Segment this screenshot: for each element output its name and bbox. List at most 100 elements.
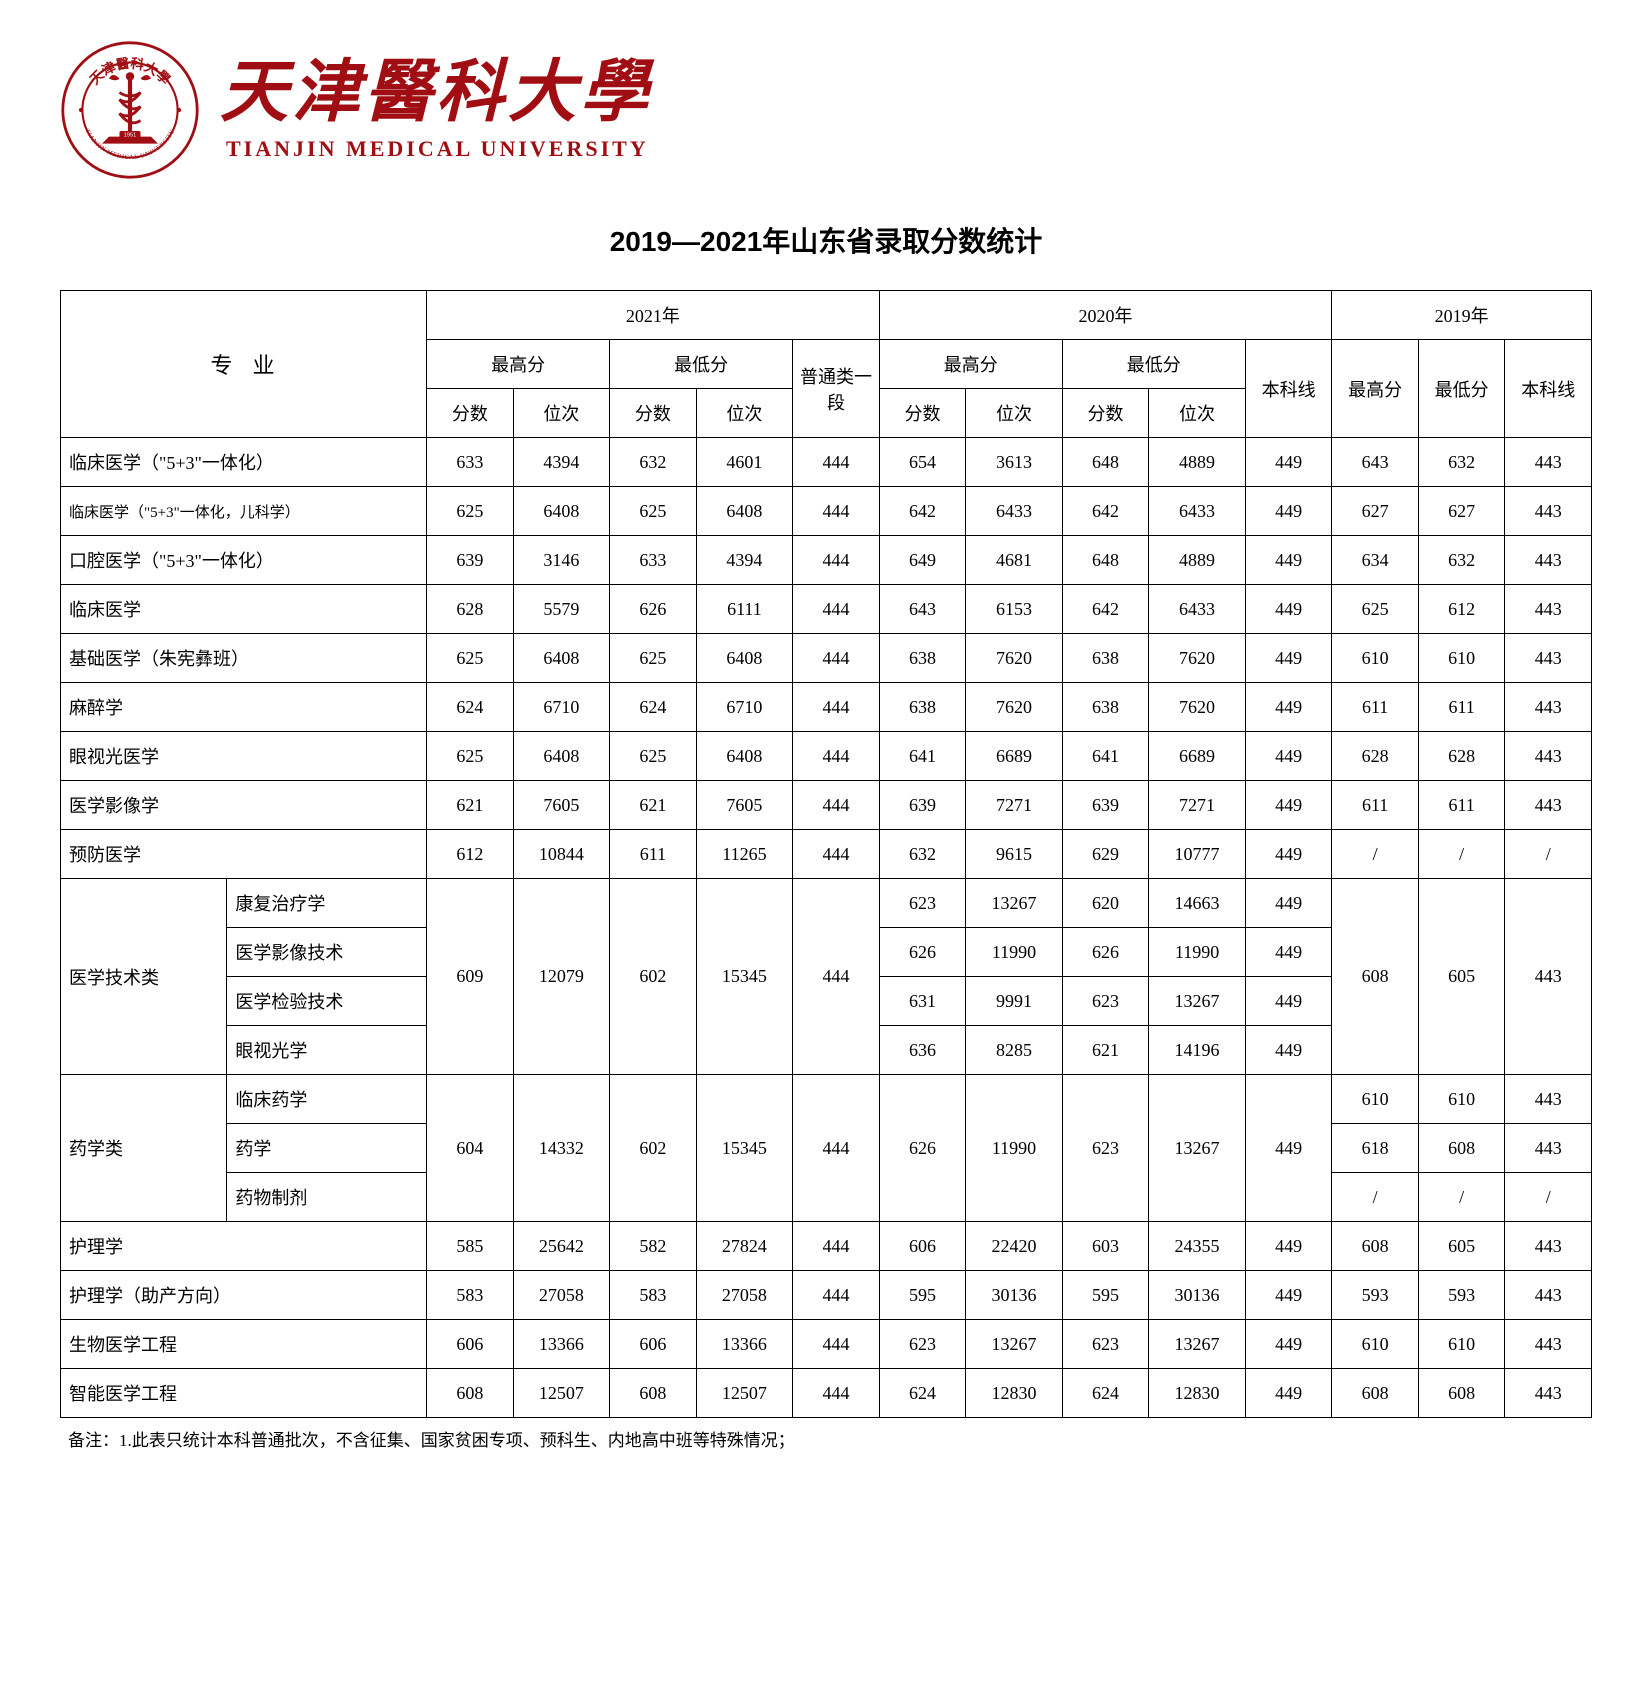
score-cell: 633 xyxy=(610,536,697,585)
university-logo: 天津醫科大學 TIANJIN MEDICAL UNIVERSITY 1951 xyxy=(60,40,200,180)
score-cell: 449 xyxy=(1245,1075,1332,1222)
score-cell: 641 xyxy=(879,732,966,781)
score-cell: 444 xyxy=(793,536,880,585)
score-cell: 443 xyxy=(1505,585,1592,634)
score-cell: 608 xyxy=(1332,879,1419,1075)
score-cell: 605 xyxy=(1418,879,1505,1075)
sub-major-cell: 药物制剂 xyxy=(227,1173,427,1222)
score-cell: 642 xyxy=(879,487,966,536)
table-row: 护理学（助产方向）5832705858327058444595301365953… xyxy=(61,1271,1592,1320)
score-cell: 6433 xyxy=(1149,487,1246,536)
sub-major-cell: 临床药学 xyxy=(227,1075,427,1124)
score-cell: 6111 xyxy=(696,585,793,634)
score-cell: 12507 xyxy=(696,1369,793,1418)
score-cell: 444 xyxy=(793,830,880,879)
score-cell: 648 xyxy=(1062,438,1149,487)
score-cell: 623 xyxy=(1062,977,1149,1026)
score-cell: 7605 xyxy=(696,781,793,830)
score-cell: 449 xyxy=(1245,438,1332,487)
score-cell: 8285 xyxy=(966,1026,1063,1075)
score-cell: 610 xyxy=(1418,1320,1505,1369)
score-cell: 4889 xyxy=(1149,536,1246,585)
score-cell: 449 xyxy=(1245,977,1332,1026)
score-cell: 628 xyxy=(1332,732,1419,781)
score-cell: / xyxy=(1418,1173,1505,1222)
title-block: 天津醫科大學 TIANJIN MEDICAL UNIVERSITY xyxy=(220,58,652,162)
score-cell: 624 xyxy=(610,683,697,732)
score-cell: 611 xyxy=(1332,683,1419,732)
score-cell: 449 xyxy=(1245,1222,1332,1271)
score-cell: 611 xyxy=(1418,781,1505,830)
score-cell: 6710 xyxy=(696,683,793,732)
score-cell: 7271 xyxy=(1149,781,1246,830)
major-cell: 口腔医学（"5+3"一体化） xyxy=(61,536,427,585)
major-cell: 临床医学（"5+3"一体化） xyxy=(61,438,427,487)
score-cell: 609 xyxy=(427,879,514,1075)
score-cell: 6408 xyxy=(696,732,793,781)
th-max-19: 最高分 xyxy=(1332,340,1419,438)
score-cell: 5579 xyxy=(513,585,610,634)
score-cell: 6408 xyxy=(513,634,610,683)
score-cell: 443 xyxy=(1505,879,1592,1075)
score-table: 专业 2021年 2020年 2019年 最高分 最低分 普通类一段 最高分 最… xyxy=(60,290,1592,1418)
score-cell: 612 xyxy=(427,830,514,879)
score-cell: 621 xyxy=(610,781,697,830)
score-cell: 625 xyxy=(427,732,514,781)
score-cell: 610 xyxy=(1332,634,1419,683)
score-cell: 443 xyxy=(1505,634,1592,683)
score-cell: 4394 xyxy=(696,536,793,585)
score-cell: 643 xyxy=(1332,438,1419,487)
score-cell: 449 xyxy=(1245,1026,1332,1075)
score-cell: 639 xyxy=(1062,781,1149,830)
th-score: 分数 xyxy=(1062,389,1149,438)
score-cell: 626 xyxy=(879,1075,966,1222)
major-cell: 眼视光医学 xyxy=(61,732,427,781)
score-cell: 12830 xyxy=(966,1369,1063,1418)
score-cell: 7620 xyxy=(966,634,1063,683)
score-cell: 4601 xyxy=(696,438,793,487)
score-cell: 444 xyxy=(793,438,880,487)
major-cell: 护理学（助产方向） xyxy=(61,1271,427,1320)
score-cell: 4394 xyxy=(513,438,610,487)
score-cell: 624 xyxy=(1062,1369,1149,1418)
table-row: 临床医学628557962661114446436153642643344962… xyxy=(61,585,1592,634)
score-cell: 604 xyxy=(427,1075,514,1222)
table-row: 基础医学（朱宪彝班）625640862564084446387620638762… xyxy=(61,634,1592,683)
score-cell: 6433 xyxy=(966,487,1063,536)
score-cell: 4681 xyxy=(966,536,1063,585)
table-row: 药学类临床药学604143326021534544462611990623132… xyxy=(61,1075,1592,1124)
score-cell: 3146 xyxy=(513,536,610,585)
page-title: 2019—2021年山东省录取分数统计 xyxy=(60,220,1592,260)
score-cell: 642 xyxy=(1062,487,1149,536)
score-cell: / xyxy=(1332,1173,1419,1222)
score-cell: 611 xyxy=(610,830,697,879)
score-cell: 443 xyxy=(1505,1075,1592,1124)
score-cell: 608 xyxy=(1418,1124,1505,1173)
score-cell: 636 xyxy=(879,1026,966,1075)
score-cell: 626 xyxy=(610,585,697,634)
score-cell: 611 xyxy=(1332,781,1419,830)
score-cell: 7620 xyxy=(1149,634,1246,683)
score-cell: 6408 xyxy=(513,487,610,536)
score-cell: 641 xyxy=(1062,732,1149,781)
score-cell: 627 xyxy=(1418,487,1505,536)
score-cell: 632 xyxy=(1418,536,1505,585)
th-max-21: 最高分 xyxy=(427,340,610,389)
score-cell: 443 xyxy=(1505,1222,1592,1271)
score-cell: 443 xyxy=(1505,487,1592,536)
score-cell: 625 xyxy=(610,732,697,781)
score-cell: 610 xyxy=(1332,1320,1419,1369)
table-row: 眼视光医学62564086256408444641668964166894496… xyxy=(61,732,1592,781)
table-row: 口腔医学（"5+3"一体化）63931466334394444649468164… xyxy=(61,536,1592,585)
major-cell: 基础医学（朱宪彝班） xyxy=(61,634,427,683)
score-cell: 30136 xyxy=(1149,1271,1246,1320)
sub-major-cell: 医学影像技术 xyxy=(227,928,427,977)
score-cell: 443 xyxy=(1505,1320,1592,1369)
th-min-21: 最低分 xyxy=(610,340,793,389)
score-cell: 602 xyxy=(610,1075,697,1222)
score-cell: 624 xyxy=(879,1369,966,1418)
university-name-cn: 天津醫科大學 xyxy=(220,58,652,126)
score-cell: 626 xyxy=(1062,928,1149,977)
score-cell: 638 xyxy=(879,683,966,732)
score-cell: 631 xyxy=(879,977,966,1026)
